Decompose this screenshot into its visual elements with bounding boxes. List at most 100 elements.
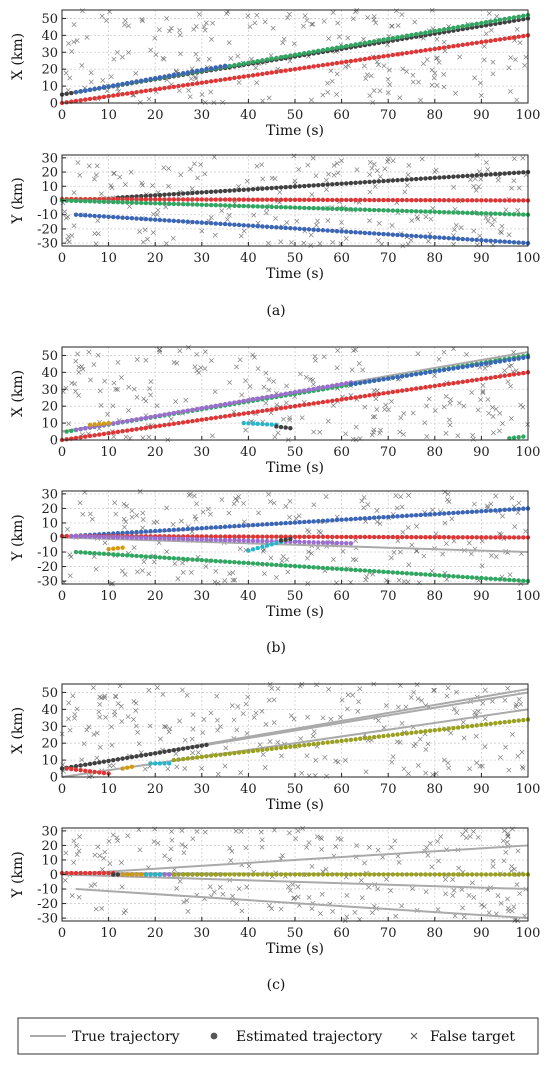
- estimate-point-red: [274, 534, 279, 539]
- false-target-marker: [345, 692, 351, 698]
- estimate-point-green: [469, 210, 475, 216]
- estimate-point-green: [320, 47, 326, 53]
- estimate-point-red: [451, 43, 456, 49]
- false-target-marker: [421, 553, 427, 559]
- estimate-point-red: [260, 408, 265, 414]
- false-target-marker: [456, 865, 462, 871]
- false-target-marker: [410, 886, 415, 892]
- estimate-point-olive: [507, 719, 512, 724]
- x-tick-label: 60: [333, 926, 350, 941]
- estimate-point-olive: [306, 872, 312, 877]
- false-target-marker: [288, 239, 294, 245]
- false-target-marker: [214, 693, 220, 699]
- false-target-marker: [63, 850, 69, 856]
- estimate-point-blue: [488, 508, 493, 513]
- estimate-point-olive: [180, 872, 186, 877]
- estimate-point-red: [483, 535, 489, 540]
- false-target-marker: [266, 387, 272, 393]
- false-target-marker: [198, 162, 204, 168]
- estimate-point-blue: [97, 85, 102, 91]
- false-target-marker: [220, 891, 226, 897]
- estimate-point-purple: [222, 401, 228, 407]
- y-tick-label: -10: [37, 883, 58, 898]
- false-target-marker: [167, 857, 173, 863]
- estimate-point-purple: [325, 540, 330, 545]
- false-target-marker: [111, 170, 117, 176]
- estimate-point-blue: [264, 224, 270, 229]
- estimate-point-green: [97, 551, 102, 556]
- false-target-marker: [69, 893, 75, 898]
- false-target-marker: [392, 838, 398, 844]
- estimate-point-olive: [269, 746, 274, 752]
- x-tick-label: 90: [473, 251, 490, 266]
- estimate-point-red: [302, 534, 307, 540]
- x-tick-label: 10: [100, 589, 117, 604]
- false-target-marker: [195, 57, 201, 62]
- false-target-marker: [395, 704, 401, 710]
- estimate-point-green: [474, 575, 479, 580]
- false-target-marker: [236, 80, 242, 85]
- estimate-point-blue: [162, 74, 167, 79]
- false-target-marker: [163, 241, 169, 247]
- false-target-marker: [84, 35, 90, 40]
- false-target-marker: [506, 363, 512, 369]
- estimate-point-purple: [306, 540, 312, 545]
- estimate-point-green: [274, 55, 279, 61]
- estimate-point-black: [479, 172, 484, 178]
- y-tick-label: 30: [41, 151, 58, 166]
- estimate-point-blue: [125, 215, 130, 221]
- false-target-marker: [499, 223, 505, 229]
- false-target-marker: [108, 74, 114, 80]
- estimate-point-purple: [241, 398, 246, 404]
- estimate-point-olive: [386, 872, 391, 877]
- false-target-marker: [279, 753, 284, 759]
- estimate-point-green: [246, 560, 251, 566]
- estimate-point-blue: [441, 511, 447, 516]
- estimate-point-red: [176, 197, 181, 202]
- estimate-point-red: [320, 197, 326, 203]
- false-target-marker: [266, 491, 272, 497]
- false-target-marker: [468, 551, 474, 557]
- estimate-point-green: [283, 563, 288, 568]
- estimate-point-purple: [171, 410, 177, 416]
- estimate-point-orange: [106, 420, 111, 426]
- estimate-point-green: [353, 42, 358, 47]
- estimate-point-olive: [451, 872, 456, 877]
- estimate-point-green: [516, 14, 521, 19]
- estimate-point-green: [208, 202, 214, 208]
- false-target-marker: [174, 886, 180, 891]
- false-target-marker: [378, 427, 384, 433]
- false-target-marker: [377, 430, 383, 436]
- estimate-point-red: [441, 535, 447, 540]
- estimate-point-blue: [241, 523, 246, 528]
- false-target-marker: [401, 579, 407, 584]
- false-target-marker: [385, 156, 391, 162]
- estimate-point-blue: [101, 214, 107, 219]
- estimate-point-blue: [348, 516, 354, 522]
- false-target-marker: [211, 889, 217, 895]
- estimate-point-blue: [455, 365, 461, 371]
- estimate-point-red: [97, 95, 102, 100]
- estimate-point-black: [455, 174, 461, 179]
- estimate-point-red: [413, 534, 419, 540]
- estimate-point-red: [372, 197, 377, 203]
- x-tick-label: 80: [427, 251, 444, 266]
- estimate-point-olive: [521, 717, 526, 723]
- estimate-point-blue: [129, 80, 135, 85]
- estimate-point-olive: [362, 872, 368, 877]
- false-target-marker: [513, 702, 519, 707]
- estimate-point-olive: [316, 872, 321, 877]
- estimate-point-blue: [372, 515, 377, 520]
- false-target-marker: [451, 227, 457, 233]
- false-target-marker: [391, 550, 397, 555]
- estimate-point-red: [297, 66, 302, 71]
- estimate-point-green: [69, 428, 74, 433]
- estimate-point-purple: [92, 534, 97, 539]
- estimate-point-blue: [316, 518, 321, 524]
- estimate-point-blue: [493, 508, 498, 513]
- estimate-point-black: [139, 753, 144, 758]
- estimate-point-red: [353, 58, 358, 63]
- false-target-marker: [241, 501, 246, 506]
- false-target-marker: [190, 712, 196, 718]
- false-target-marker: [72, 381, 78, 387]
